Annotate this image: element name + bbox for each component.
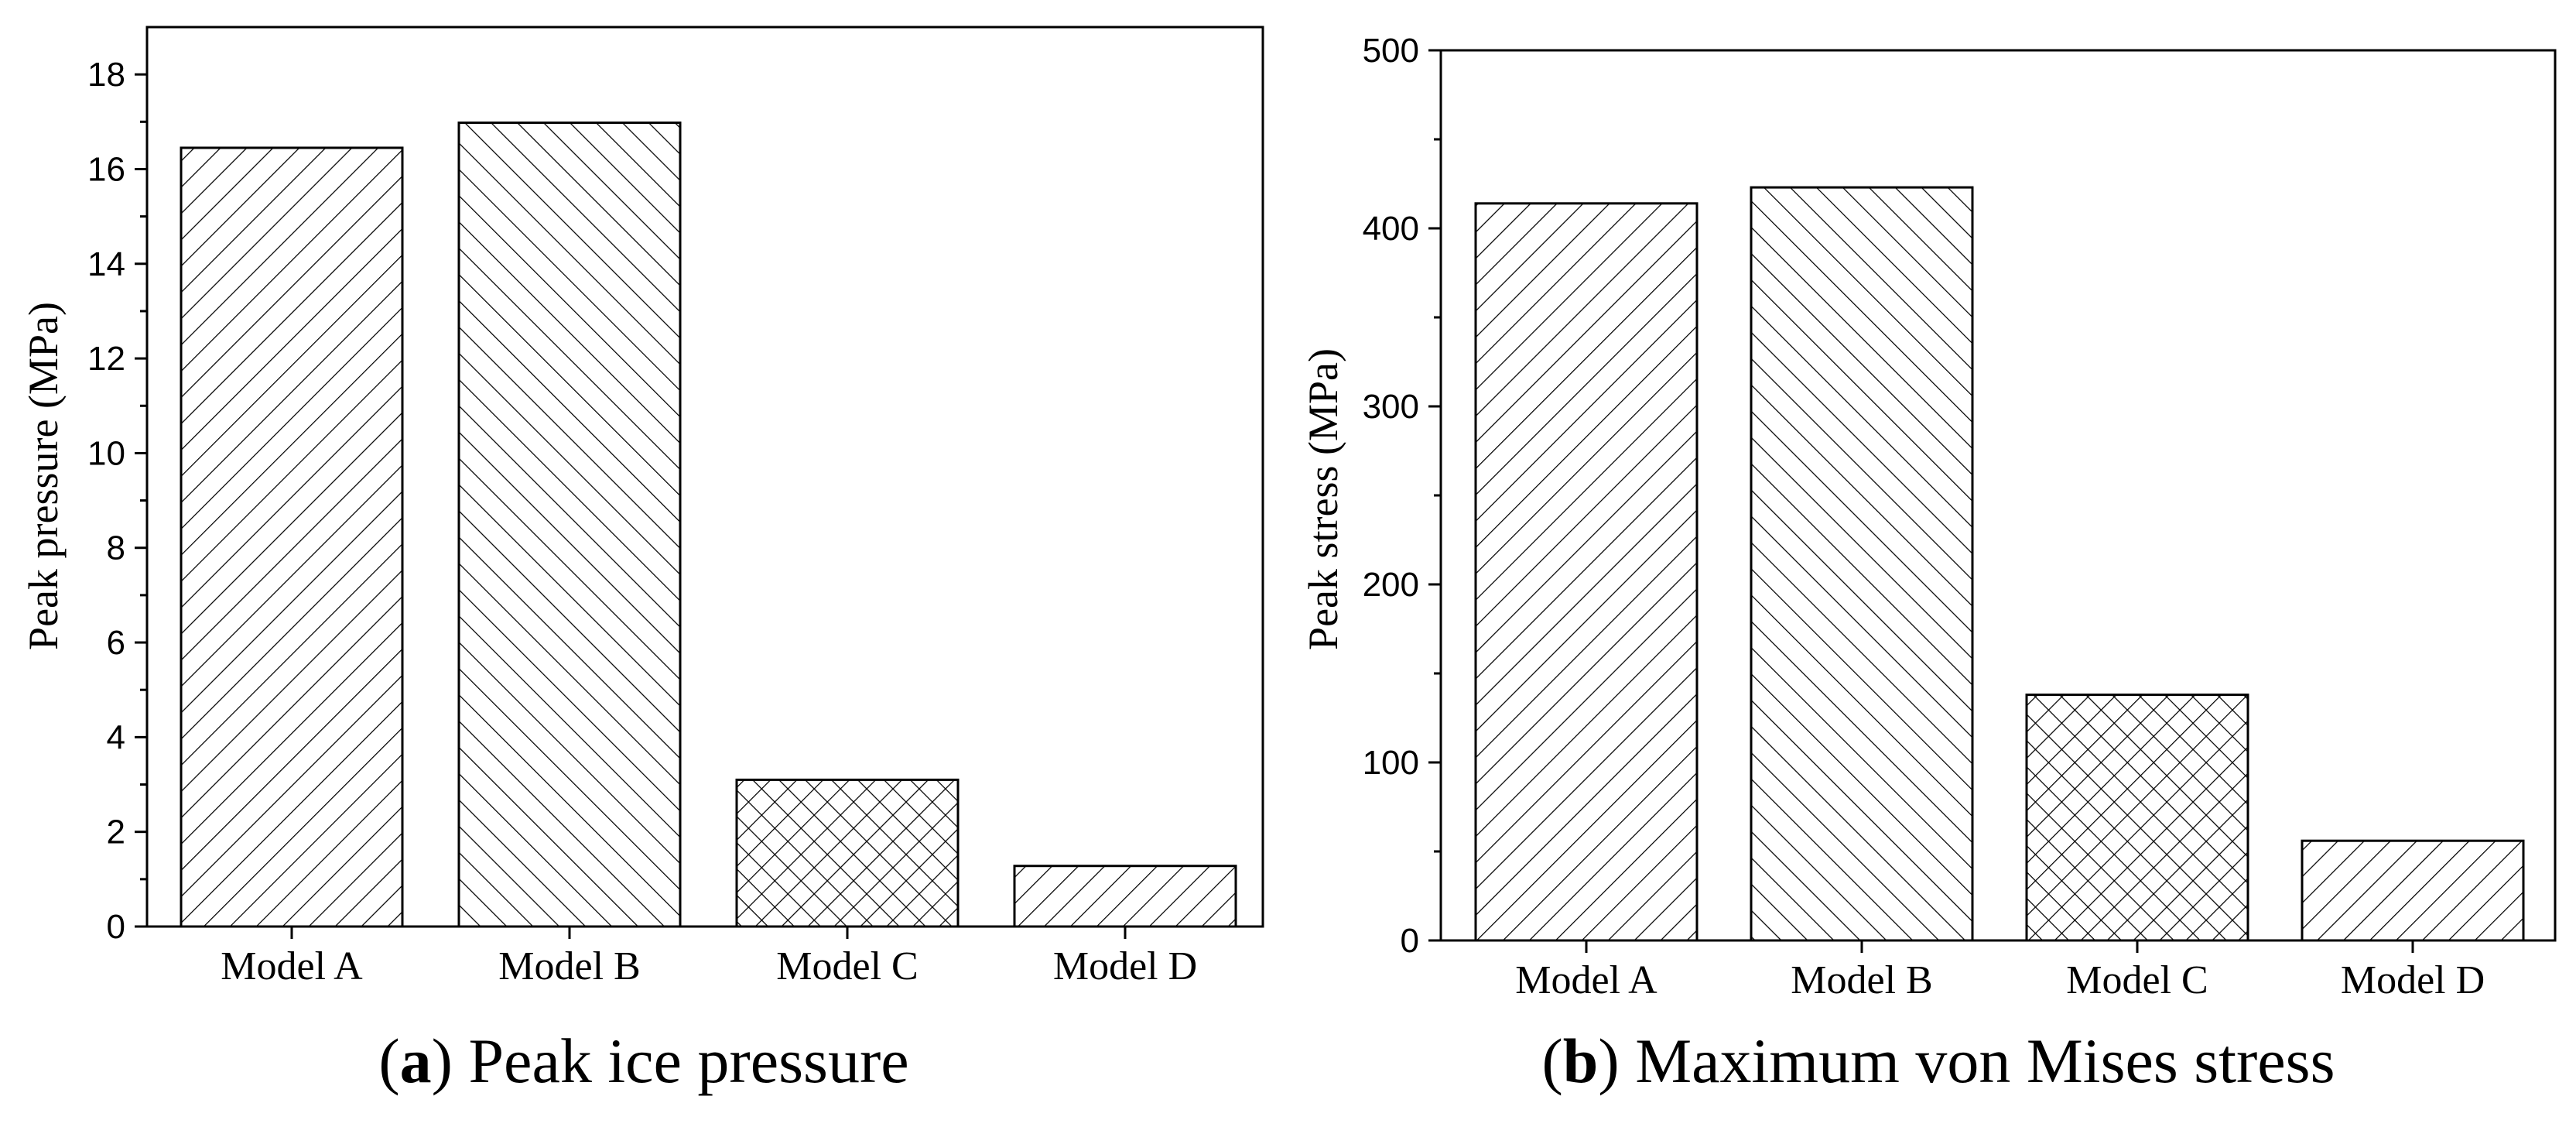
chart-a-ytick-label: 2 [107, 814, 125, 851]
chart-b-ytick-label: 100 [1363, 744, 1419, 782]
chart-b-xtick-label: Model A [1515, 958, 1657, 1002]
chart-a-caption-letter: a [400, 1026, 432, 1096]
chart-a-ytick-label: 16 [87, 150, 125, 188]
chart-a-y-ticks: 0 2 4 6 8 10 12 14 16 18 [87, 56, 147, 946]
chart-b-caption: (b) Maximum von Mises stress [1541, 1026, 2335, 1096]
chart-a: Peak pressure (MPa) 0 2 4 6 8 10 12 14 16 18 Mode… [20, 26, 1264, 1096]
chart-a-x-labels: Model A Model B Model C Model D [221, 927, 1197, 988]
chart-b-bar-model-c [2025, 694, 2249, 942]
chart-b-ylabel: Peak stress (MPa) [1300, 348, 1346, 650]
chart-b-ytick-label: 0 [1401, 922, 1419, 960]
chart-b-xtick-label: Model B [1791, 958, 1932, 1002]
chart-a-xtick-label: Model A [221, 944, 363, 988]
chart-b-ytick-label: 200 [1363, 566, 1419, 604]
chart-a-ytick-label: 4 [107, 718, 125, 756]
chart-b-bar-model-d [2301, 839, 2525, 942]
chart-a-ytick-label: 6 [107, 624, 125, 662]
chart-b-bar-model-a [1474, 202, 1699, 942]
chart-b-ytick-label: 300 [1363, 388, 1419, 426]
chart-a-bar-model-a [180, 146, 404, 928]
chart-b-x-labels: Model A Model B Model C Model D [1515, 940, 2485, 1002]
chart-a-bar-model-c [735, 778, 960, 928]
chart-b-bars [1474, 186, 2525, 942]
chart-b-ytick-label: 500 [1363, 32, 1419, 70]
chart-a-ytick-label: 0 [107, 908, 125, 946]
chart-a-bar-model-d [1013, 865, 1237, 928]
chart-b-ytick-label: 400 [1363, 210, 1419, 248]
chart-b-caption-text: Maximum von Mises stress [1635, 1026, 2335, 1096]
chart-a-bars [180, 122, 1237, 928]
chart-a-xtick-label: Model B [498, 944, 640, 988]
chart-a-caption-text: Peak ice pressure [468, 1026, 908, 1096]
chart-a-ytick-label: 10 [87, 434, 125, 472]
chart-a-xtick-label: Model D [1053, 944, 1197, 988]
chart-a-plot-frame [145, 26, 1264, 928]
chart-a-xtick-label: Model C [776, 944, 918, 988]
chart-a-ytick-label: 8 [107, 529, 125, 567]
chart-b-caption-letter: b [1563, 1026, 1599, 1096]
chart-a-bar-model-b [457, 122, 682, 928]
chart-a-caption: (a) Peak ice pressure [378, 1026, 908, 1096]
chart-a-ytick-label: 12 [87, 340, 125, 378]
chart-b-bar-model-b [1750, 186, 1974, 942]
chart-b-xtick-label: Model C [2066, 958, 2208, 1002]
chart-a-ylabel: Peak pressure (MPa) [20, 302, 67, 650]
chart-a-ytick-label: 18 [87, 56, 125, 94]
chart-a-ytick-label: 14 [87, 245, 125, 283]
chart-b: Peak stress (MPa) 0 100 200 300 400 500 Model… [1300, 32, 2557, 1096]
chart-b-plot-frame [1439, 49, 2557, 942]
chart-b-xtick-label: Model D [2341, 958, 2485, 1002]
chart-b-y-ticks: 0 100 200 300 400 500 [1363, 32, 1441, 960]
